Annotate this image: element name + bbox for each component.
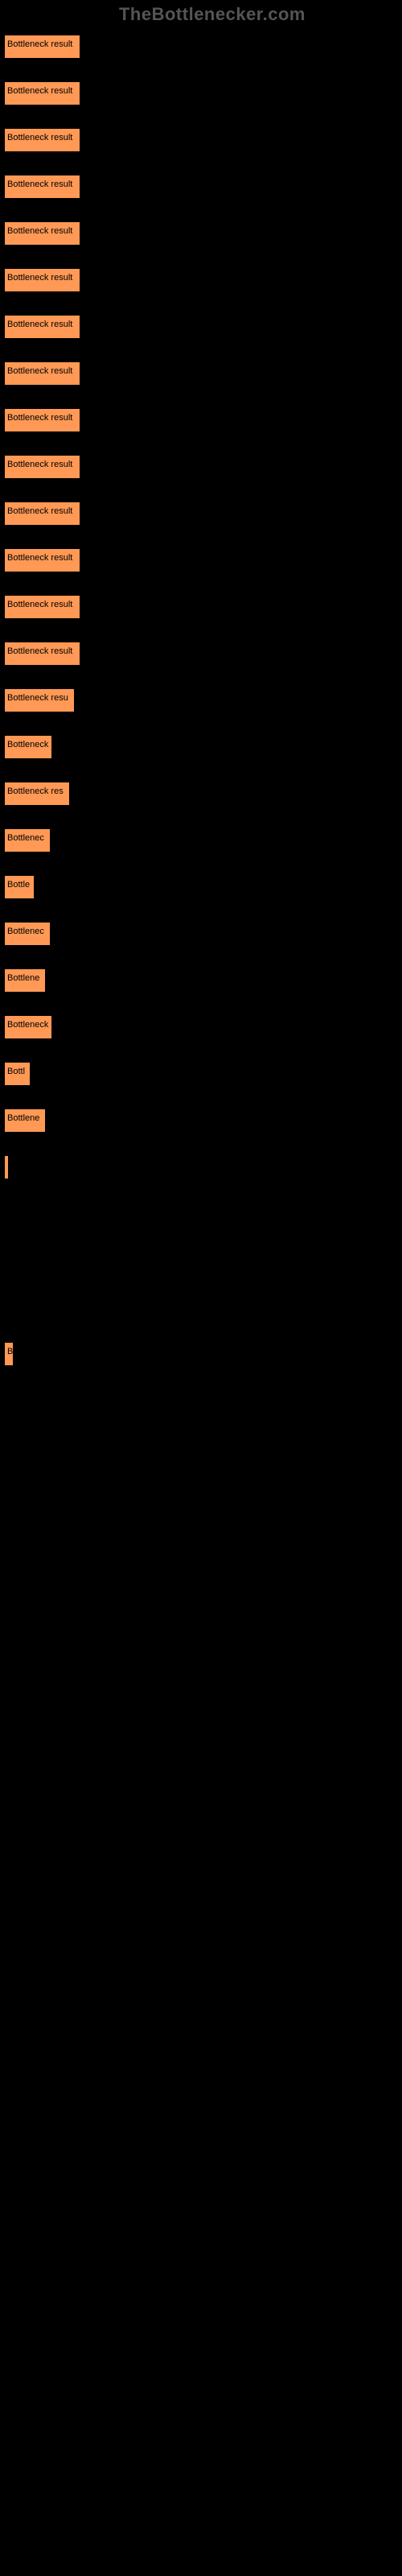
bar-row: Bottl xyxy=(4,1051,402,1098)
bar xyxy=(4,1155,9,1179)
bar-row: Bottleneck result xyxy=(4,118,402,164)
bar-row: Bottleneck result xyxy=(4,584,402,631)
bar-label: Bottleneck xyxy=(7,740,48,749)
bar-row: Bottlenec xyxy=(4,818,402,865)
bar-label: Bottleneck result xyxy=(7,86,72,96)
bar-row: Bottleneck resu xyxy=(4,678,402,724)
bar-row: Bottleneck result xyxy=(4,444,402,491)
bar-row: Bottleneck xyxy=(4,724,402,771)
bar-row: Bottleneck result xyxy=(4,398,402,444)
bar-row: Bottlene xyxy=(4,958,402,1005)
bar-label: Bottleneck result xyxy=(7,600,72,609)
bar-row xyxy=(4,1191,402,1238)
bar-row: Bottle xyxy=(4,865,402,911)
bar-label: B xyxy=(7,1347,13,1356)
bar-label: Bottleneck result xyxy=(7,506,72,516)
bar-row: Bottleneck result xyxy=(4,211,402,258)
bar-row: Bottleneck result xyxy=(4,24,402,71)
bar-label: Bottlenec xyxy=(7,927,44,936)
watermark-text: TheBottlenecker.com xyxy=(119,4,306,25)
bar-label: Bottleneck result xyxy=(7,320,72,329)
bar-row: Bottleneck xyxy=(4,1005,402,1051)
bar-row: Bottlene xyxy=(4,1098,402,1145)
bar-label: Bottleneck result xyxy=(7,366,72,376)
bar-label: Bottleneck xyxy=(7,1020,48,1030)
bar-label: Bottle xyxy=(7,880,30,890)
bar-label: Bottleneck result xyxy=(7,460,72,469)
bar-label: Bottleneck res xyxy=(7,786,64,796)
bar-label: Bottleneck result xyxy=(7,226,72,236)
bar-row xyxy=(4,1238,402,1285)
bar-label: Bottlenec xyxy=(7,833,44,843)
bar-label: Bottlene xyxy=(7,973,39,983)
bar-row: Bottleneck res xyxy=(4,771,402,818)
bar-row: Bottleneck result xyxy=(4,631,402,678)
bar-label: Bottleneck result xyxy=(7,39,72,49)
bar-row: Bottlenec xyxy=(4,911,402,958)
bar-row: Bottleneck result xyxy=(4,258,402,304)
bar-row: Bottleneck result xyxy=(4,304,402,351)
bar-label: Bottleneck result xyxy=(7,413,72,423)
bar-row xyxy=(4,1145,402,1191)
bar-label: Bottleneck resu xyxy=(7,693,68,703)
bar-row: Bottleneck result xyxy=(4,538,402,584)
bar-label: Bottleneck result xyxy=(7,646,72,656)
bar-label: Bottl xyxy=(7,1067,25,1076)
bar-row: Bottleneck result xyxy=(4,351,402,398)
bar-label: Bottleneck result xyxy=(7,273,72,283)
bar-label: Bottlene xyxy=(7,1113,39,1123)
bar-row: Bottleneck result xyxy=(4,164,402,211)
bar-row: B xyxy=(4,1331,402,1378)
chart-container: Bottleneck result Bottleneck result Bottle… xyxy=(0,0,402,1378)
bar-row xyxy=(4,1285,402,1331)
bar-label: Bottleneck result xyxy=(7,133,72,142)
bar-label: Bottleneck result xyxy=(7,553,72,563)
bar-row: Bottleneck result xyxy=(4,491,402,538)
bar-label: Bottleneck result xyxy=(7,180,72,189)
bar-row: Bottleneck result xyxy=(4,71,402,118)
